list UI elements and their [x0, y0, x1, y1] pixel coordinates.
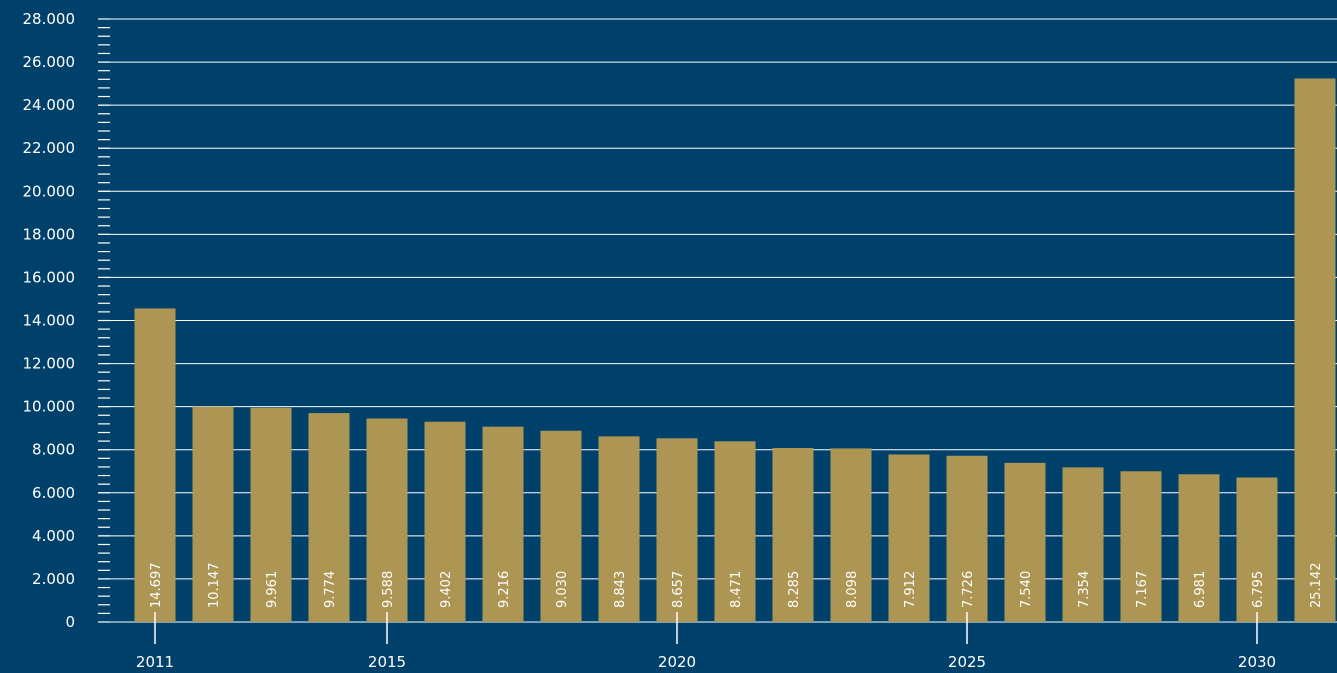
bar-data-label: 8.285: [787, 571, 802, 608]
y-tick-label: 22.000: [23, 139, 76, 157]
bar-data-label: 9.216: [497, 571, 512, 608]
y-tick-label: 4.000: [32, 527, 75, 545]
bar: [656, 438, 698, 622]
bar-data-label: 7.540: [1019, 571, 1034, 608]
bar-data-label: 8.471: [729, 571, 744, 608]
bar: [772, 447, 814, 622]
bar-data-label: 8.843: [613, 571, 628, 608]
bar-data-label: 7.912: [903, 571, 918, 608]
bar-data-label: 6.795: [1251, 571, 1266, 608]
x-tick-label: 2030: [1238, 653, 1276, 671]
bar-data-label: 9.588: [381, 571, 396, 608]
x-tick-label: 2025: [948, 653, 986, 671]
y-tick-label: 26.000: [23, 53, 76, 71]
bar: [1004, 462, 1046, 622]
y-tick-label: 0: [65, 613, 75, 631]
bar-data-label: 9.961: [265, 571, 280, 608]
bar: [1178, 474, 1220, 622]
bar-data-label: 14.697: [149, 563, 164, 609]
bar-data-label: 25.142: [1309, 563, 1324, 609]
bar-data-label: 8.657: [671, 571, 686, 608]
y-tick-label: 20.000: [23, 182, 76, 200]
bar: [134, 308, 176, 622]
bar: [366, 418, 408, 622]
bar-data-label: 7.167: [1135, 571, 1150, 608]
y-tick-label: 10.000: [23, 398, 76, 416]
y-tick-label: 24.000: [23, 96, 76, 114]
bar: [1294, 78, 1336, 622]
y-tick-label: 14.000: [23, 312, 76, 330]
bar-data-label: 7.726: [961, 571, 976, 608]
bar: [540, 430, 582, 622]
x-tick-label: 2011: [136, 653, 174, 671]
x-axis: 2011 2015 2020 2025 2030: [136, 612, 1276, 671]
bar: [424, 421, 466, 622]
x-tick-label: 2020: [658, 653, 696, 671]
bar: [1236, 477, 1278, 622]
bar-data-label: 9.402: [439, 571, 454, 608]
bar: [192, 406, 234, 622]
bar-data-label: 6.981: [1193, 571, 1208, 608]
bar: [482, 426, 524, 622]
y-tick-label: 12.000: [23, 355, 76, 373]
bar: [598, 436, 640, 622]
bar-data-label: 9.030: [555, 571, 570, 608]
y-axis: 0 2.000 4.000 6.000 8.000 10.000 12.000 14.000 1…: [23, 10, 110, 631]
bar-data-label: 7.354: [1077, 571, 1092, 608]
y-tick-label: 8.000: [32, 441, 75, 459]
y-tick-label: 18.000: [23, 225, 76, 243]
bar-data-label: 9.774: [323, 571, 338, 608]
bar-data-label: 10.147: [207, 563, 222, 609]
bar: [888, 454, 930, 622]
bar: [308, 413, 350, 622]
y-tick-label: 2.000: [32, 570, 75, 588]
bar-data-label: 8.098: [845, 571, 860, 608]
y-tick-label: 6.000: [32, 484, 75, 502]
bar: [1120, 471, 1162, 622]
bars: 14.697 10.147 9.961 9.774 9.588 9.402 9.216 9.0…: [134, 78, 1336, 622]
y-tick-label: 16.000: [23, 268, 76, 286]
bar: [946, 455, 988, 622]
bar: [1062, 467, 1104, 622]
x-tick-label: 2015: [368, 653, 406, 671]
bar: [250, 407, 292, 622]
y-tick-label: 28.000: [23, 10, 76, 28]
bar: [830, 448, 872, 622]
bar: [714, 441, 756, 622]
